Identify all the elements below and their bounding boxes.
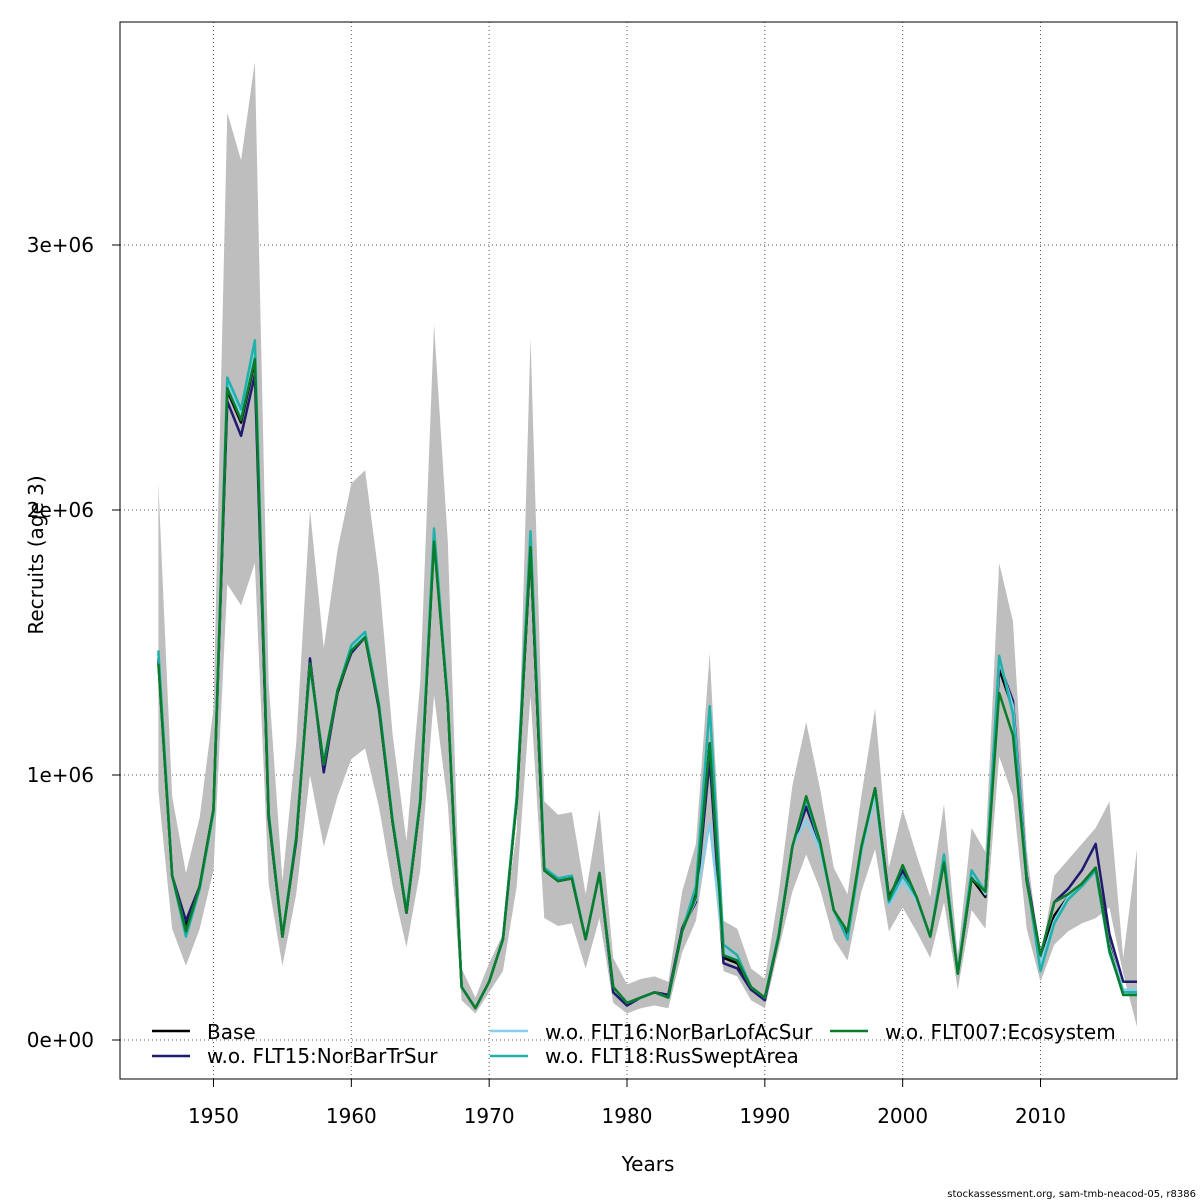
y-tick-label: 1e+06	[27, 763, 94, 787]
legend: Base w.o. FLT15:NorBarTrSur w.o. FLT16:N…	[152, 1020, 1116, 1068]
x-tick-label: 1960	[326, 1104, 377, 1128]
x-tick-label: 1970	[464, 1104, 515, 1128]
x-axis: 1950 1960 1970 1980 1990 2000 2010	[188, 1078, 1066, 1128]
series-lines	[157, 339, 1137, 1010]
x-tick-label: 1990	[739, 1104, 790, 1128]
legend-label-flt15: w.o. FLT15:NorBarTrSur	[207, 1044, 438, 1068]
x-tick-label: 2000	[877, 1104, 928, 1128]
x-axis-title: Years	[621, 1152, 675, 1176]
y-axis-title: Recruits (age 3)	[24, 475, 48, 634]
confidence-band-area	[158, 62, 1137, 1027]
legend-label-base: Base	[207, 1020, 256, 1044]
y-tick-label: 3e+06	[27, 233, 94, 257]
y-axis: 0e+00 1e+06 2e+06 3e+06	[27, 233, 120, 1052]
series-line-4	[157, 357, 1137, 1010]
legend-label-flt007: w.o. FLT007:Ecosystem	[885, 1020, 1116, 1044]
legend-label-flt18: w.o. FLT18:RusSweptArea	[545, 1044, 799, 1068]
x-tick-label: 1980	[602, 1104, 653, 1128]
confidence-band	[158, 62, 1137, 1027]
y-tick-label: 0e+00	[27, 1028, 94, 1052]
y-tick-label: 2e+06	[27, 498, 94, 522]
x-tick-label: 2010	[1015, 1104, 1066, 1128]
x-tick-label: 1950	[188, 1104, 239, 1128]
legend-label-flt16: w.o. FLT16:NorBarLofAcSur	[545, 1020, 813, 1044]
footer-note: stockassessment.org, sam-tmb-neacod-05, …	[947, 1189, 1196, 1200]
